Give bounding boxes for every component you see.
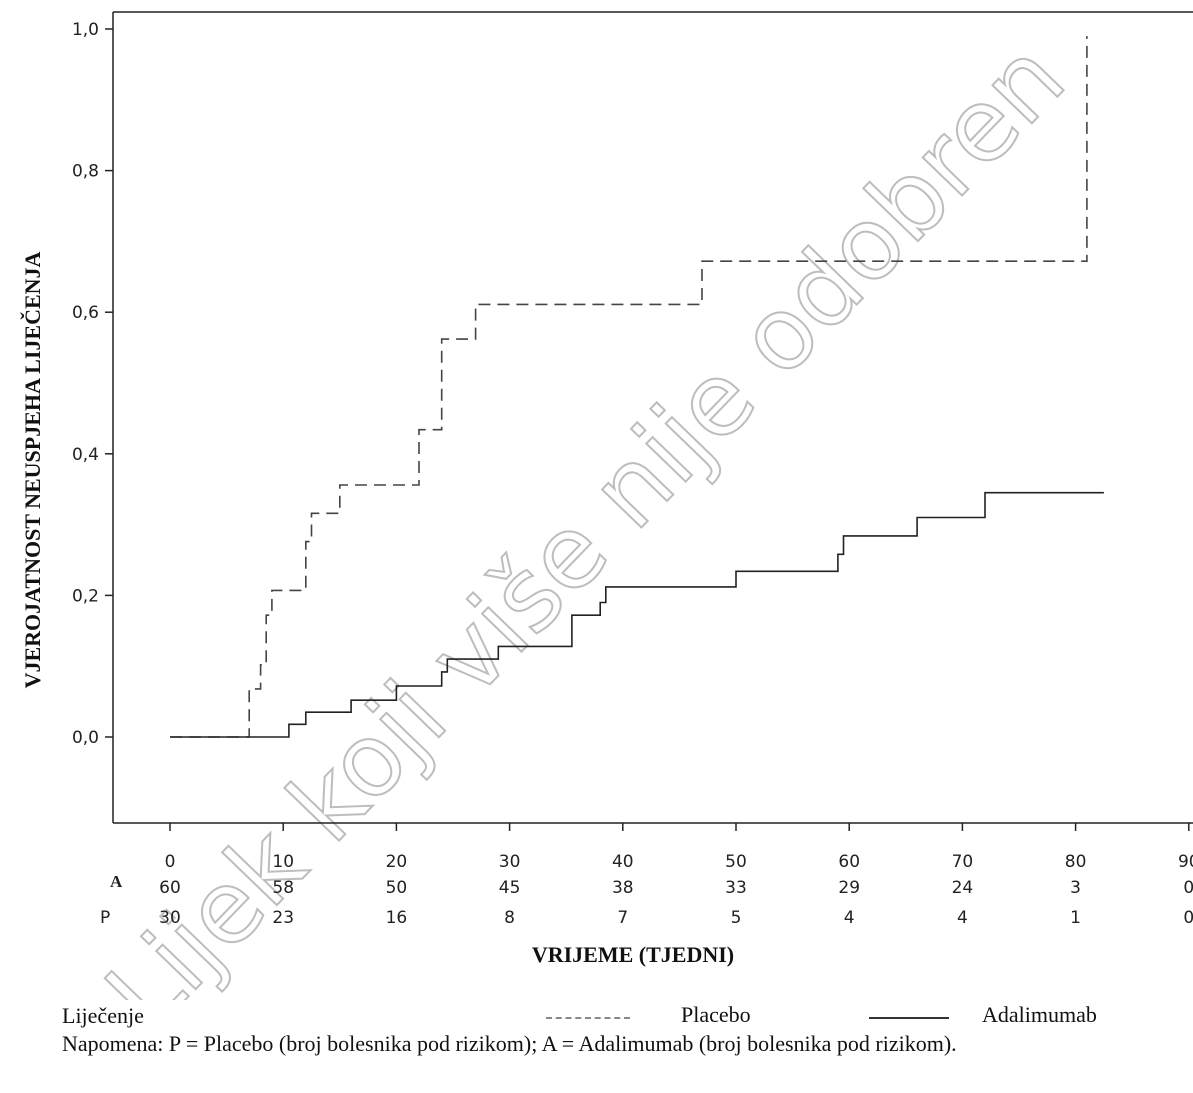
series-layer [170,36,1104,738]
risk-row-label: P [100,908,110,928]
at-risk-table: A 60 58 50 45 38 33 29 24 3 0P 30 23 16 8 7 5 4 4 1 0 [100,872,1193,928]
risk-value: 3 [1070,878,1081,898]
risk-value: 16 [386,908,408,928]
risk-value: 23 [272,908,294,928]
x-tick-label: 40 [612,852,634,872]
risk-value: 50 [386,878,408,898]
risk-value: 60 [159,878,181,898]
y-tick-label: 0,6 [72,303,99,323]
series-line-adalimumab [170,491,1104,738]
risk-value: 58 [272,878,294,898]
risk-value: 30 [159,908,181,928]
y-tick-label: 0,0 [72,728,99,748]
y-tick-label: 0,8 [72,162,99,182]
x-tick-label: 30 [499,852,521,872]
x-axis-ticks: 0 10 20 30 40 50 60 70 80 90 [165,823,1193,872]
x-tick-label: 20 [386,852,408,872]
risk-row-label: A [110,872,123,891]
x-tick-label: 80 [1065,852,1087,872]
risk-value: 8 [504,908,515,928]
risk-value: 4 [844,908,855,928]
series-line-placebo [170,36,1088,738]
x-tick-label: 60 [838,852,860,872]
risk-value: 24 [952,878,974,898]
x-tick-label: 10 [272,852,294,872]
watermark-layer: Lijek koji više nije odobren [83,18,1088,1000]
x-tick-label: 70 [952,852,974,872]
legend-adalimumab-swatch [869,1017,949,1019]
footnote: Napomena: P = Placebo (broj bolesnika po… [62,1031,957,1056]
x-axis-title: VRIJEME (TJEDNI) [532,942,734,967]
y-tick-label: 0,2 [72,586,99,606]
watermark-text: Lijek koji više nije odobren [84,19,1087,1000]
x-tick-label: 50 [725,852,747,872]
risk-value: 4 [957,908,968,928]
risk-value: 1 [1070,908,1081,928]
y-tick-label: 0,4 [72,445,99,465]
y-axis-title: VJEROJATNOST NEUSPJEHA LIJEČENJA [20,251,45,688]
legend-adalimumab-label: Adalimumab [982,1002,1097,1027]
risk-value: 33 [725,878,747,898]
x-tick-label: 0 [165,852,176,872]
risk-value: 5 [731,908,742,928]
risk-value: 45 [499,878,521,898]
km-chart: Lijek koji više nije odobren 0,00,20,40,… [20,11,1193,1000]
y-tick-label: 1,0 [72,20,99,40]
risk-value: 7 [617,908,628,928]
risk-value: 0 [1183,908,1193,928]
legend-title: Liječenje [62,1003,144,1028]
plot-frame [112,11,1193,824]
risk-value: 29 [838,878,860,898]
risk-value: 38 [612,878,634,898]
risk-value: 0 [1183,878,1193,898]
x-tick-label: 90 [1178,852,1193,872]
y-axis-ticks: 0,0 0,2 0,4 0,6 0,8 1,0 [72,20,113,748]
legend-placebo-label: Placebo [681,1002,751,1027]
legend-placebo-swatch [546,1017,630,1019]
